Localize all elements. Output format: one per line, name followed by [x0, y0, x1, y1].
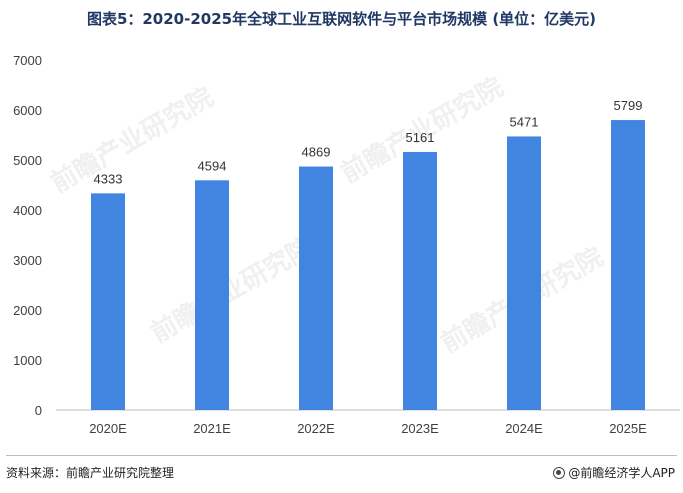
- bar-2023E: [403, 151, 437, 410]
- brand-label: @前瞻经济学人APP: [568, 466, 675, 480]
- x-tick-label: 2022E: [297, 421, 335, 436]
- y-axis: 0 1000 2000 3000 4000 5000 6000 7000: [13, 53, 42, 418]
- y-tick-label: 0: [35, 403, 42, 418]
- y-tick-label: 3000: [13, 253, 42, 268]
- y-tick-label: 4000: [13, 203, 42, 218]
- bars: 4333 4594 4869 5161 5471 5799: [91, 98, 645, 411]
- x-tick-label: 2024E: [505, 421, 543, 436]
- y-tick-label: 7000: [13, 53, 42, 68]
- brand-logo-icon: [553, 466, 566, 479]
- bar-2025E: [611, 120, 645, 411]
- x-tick-label: 2021E: [193, 421, 231, 436]
- brand-mark: @前瞻经济学人APP: [553, 464, 675, 481]
- bar-chart: 0 1000 2000 3000 4000 5000 6000 7000 4333 4594 48…: [13, 53, 680, 436]
- bar-2022E: [299, 166, 333, 410]
- y-tick-label: 6000: [13, 103, 42, 118]
- data-label: 4869: [302, 145, 331, 160]
- data-label: 5161: [406, 130, 435, 145]
- x-axis: 2020E 2021E 2022E 2023E 2024E 2025E: [89, 421, 647, 436]
- chart-title: 图表5：2020-2025年全球工业互联网软件与平台市场规模 (单位：亿美元): [86, 10, 597, 28]
- x-tick-label: 2025E: [609, 421, 647, 436]
- data-label: 4594: [198, 158, 227, 173]
- bar-2020E: [91, 193, 125, 410]
- data-label: 4333: [94, 171, 123, 186]
- x-tick-label: 2023E: [401, 421, 439, 436]
- bar-2021E: [195, 180, 229, 410]
- source-note: 资料来源：前瞻产业研究院整理: [6, 466, 175, 480]
- bar-2024E: [507, 136, 541, 410]
- y-tick-label: 5000: [13, 153, 42, 168]
- data-label: 5799: [614, 98, 643, 113]
- data-label: 5471: [510, 114, 539, 129]
- x-tick-label: 2020E: [89, 421, 127, 436]
- footer-divider: [6, 455, 677, 456]
- y-tick-label: 2000: [13, 303, 42, 318]
- y-tick-label: 1000: [13, 353, 42, 368]
